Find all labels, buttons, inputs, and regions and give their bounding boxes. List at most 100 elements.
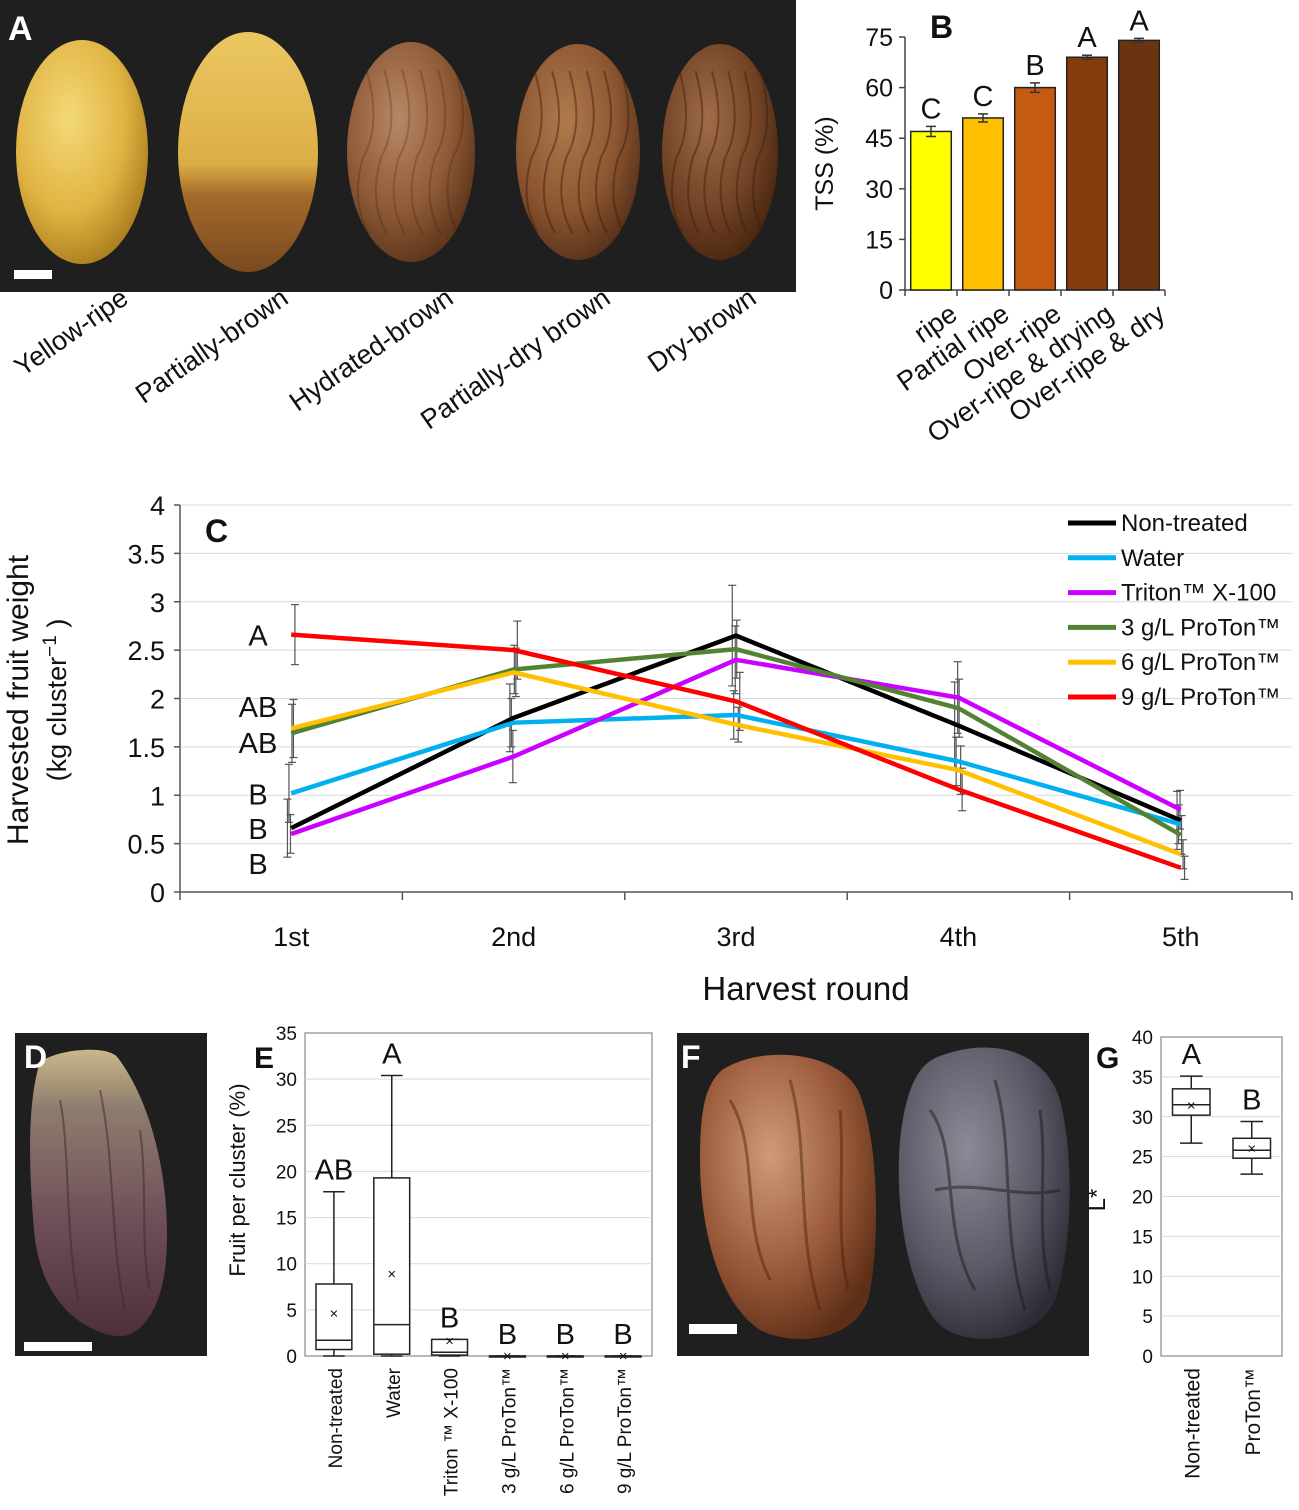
panel-f: F <box>677 1033 1089 1356</box>
y-axis-unit: (kg cluster−1 ) <box>40 619 72 782</box>
series-line <box>290 712 1182 827</box>
significance-letter: B <box>248 849 267 881</box>
y-axis-title: TSS (%) <box>811 116 839 210</box>
panel-c-letter: C <box>205 513 228 549</box>
y-tick-label: 1.5 <box>127 733 165 763</box>
bar <box>909 130 953 291</box>
fruit-stage-label: Hydrated-brown <box>284 282 459 417</box>
y-tick-label: 25 <box>1132 1148 1153 1169</box>
x-category-label: 4th <box>940 922 978 952</box>
x-category-label: Triton ™ X-100 <box>442 1368 463 1496</box>
x-category-label: Non-treated <box>326 1368 347 1468</box>
panel-b-letter: B <box>930 9 953 45</box>
y-tick-label: 15 <box>1132 1227 1153 1248</box>
mean-marker: × <box>445 1333 454 1350</box>
non-treated-date-fruit <box>700 1054 877 1339</box>
x-category-label: ProTon™ <box>1242 1368 1265 1456</box>
fruit-wrinkle <box>356 69 375 236</box>
series-line <box>291 632 1182 870</box>
y-tick-label: 3 <box>150 588 165 618</box>
fruit-wrinkle <box>735 70 752 234</box>
y-tick-label: 60 <box>865 75 893 103</box>
y-tick-label: 30 <box>1132 1108 1153 1129</box>
mean-marker: × <box>561 1348 570 1365</box>
significance-letter: A <box>1182 1039 1202 1071</box>
fruit-wrinkle <box>374 69 393 236</box>
y-tick-label: 40 <box>1132 1028 1153 1049</box>
fruit-wrinkle <box>752 70 769 234</box>
scale-bar <box>689 1324 737 1334</box>
y-tick-label: 1 <box>150 781 165 811</box>
y-axis-unit-superscript: −1 <box>40 635 61 657</box>
y-tick-label: 2 <box>150 685 165 715</box>
fruit-stage-label: Dry-brown <box>642 282 761 378</box>
y-tick-label: 10 <box>276 1255 297 1276</box>
mean-marker: × <box>503 1348 512 1365</box>
significance-letter: AB <box>239 692 278 724</box>
series-line <box>290 670 1182 857</box>
mean-marker: × <box>1187 1098 1196 1115</box>
panel-g-letter: G <box>1096 1042 1119 1075</box>
legend-label: 9 g/L ProTon™ <box>1121 684 1280 711</box>
date-fruit-yellow <box>16 40 148 264</box>
fruit-wrinkle <box>428 69 447 236</box>
mean-marker: × <box>330 1306 339 1323</box>
y-tick-label: 30 <box>865 176 893 204</box>
box <box>315 1283 353 1351</box>
significance-letter: B <box>1242 1085 1261 1117</box>
fruit-wrinkle <box>577 70 595 234</box>
x-category-label: 5th <box>1162 922 1200 952</box>
y-tick-label: 10 <box>1132 1267 1153 1288</box>
y-tick-label: 5 <box>286 1301 297 1322</box>
bar <box>1117 39 1161 291</box>
panel-g: G 0 5 10 15 20 25 30 35 40 L* × A Non-treated × B ProTo… <box>1084 1028 1283 1479</box>
bar <box>961 117 1005 291</box>
y-tick-label: 5 <box>1142 1307 1153 1328</box>
purple-date-fruit <box>30 1049 167 1337</box>
bar <box>1065 56 1109 291</box>
fruit-wrinkle <box>595 70 613 234</box>
y-tick-label: 15 <box>276 1209 297 1230</box>
significance-letter: B <box>1025 50 1044 82</box>
y-tick-label: 35 <box>276 1024 297 1045</box>
fruit-wrinkle <box>446 69 464 236</box>
scale-bar <box>14 270 52 279</box>
significance-letter: A <box>1077 22 1097 54</box>
y-tick-label: 25 <box>276 1116 297 1137</box>
fruit-wrinkle <box>560 70 578 234</box>
series-line <box>290 633 1182 831</box>
panel-a: A Yellow-ripePartially-brownHydrated-bro… <box>0 0 796 435</box>
series-line <box>290 657 1182 837</box>
fruit-wrinkle <box>719 70 736 234</box>
significance-letter: AB <box>239 728 278 760</box>
proton-treated-date-fruit <box>898 1047 1070 1339</box>
x-category-label: 6 g/L ProTon™ <box>557 1368 578 1494</box>
legend-label: 6 g/L ProTon™ <box>1121 649 1280 676</box>
x-category-label: 3 g/L ProTon™ <box>499 1368 520 1494</box>
significance-letter: B <box>556 1319 575 1351</box>
date-fruit-half <box>178 32 318 272</box>
date-fruit-wrinkled <box>516 44 640 260</box>
y-tick-label: 0.5 <box>127 830 165 860</box>
y-tick-label: 2.5 <box>127 636 165 666</box>
x-category-label: Non-treated <box>1181 1368 1204 1479</box>
y-tick-label: 0 <box>1142 1347 1153 1368</box>
panel-f-letter: F <box>681 1039 701 1075</box>
x-category-label: 2nd <box>491 922 536 952</box>
box <box>430 1338 469 1356</box>
significance-letter: C <box>973 81 994 113</box>
date-fruit-dry <box>662 44 778 260</box>
significance-letter: AB <box>315 1155 354 1187</box>
plot-frame <box>304 1032 653 1357</box>
y-tick-label: 0 <box>150 878 165 908</box>
scale-bar <box>24 1342 92 1351</box>
significance-letter: B <box>498 1319 517 1351</box>
significance-letter: B <box>248 779 267 811</box>
y-axis-title: Fruit per cluster (%) <box>225 1083 250 1276</box>
mean-marker: × <box>387 1266 396 1283</box>
significance-letter: B <box>248 814 267 846</box>
fruit-stage-label: Yellow-ripe <box>9 282 134 382</box>
y-tick-label: 15 <box>865 226 893 254</box>
legend-label: Non-treated <box>1121 510 1248 537</box>
